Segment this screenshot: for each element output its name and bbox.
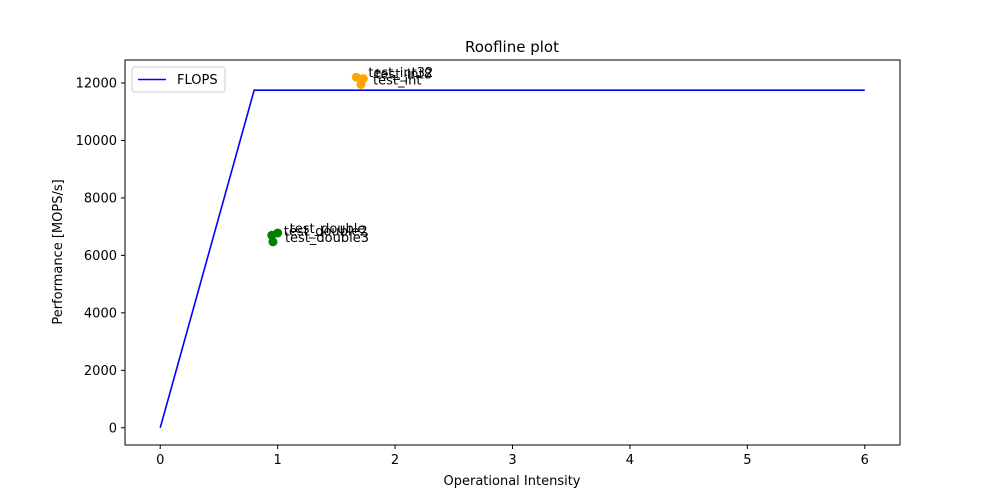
chart-title: Roofline plot: [465, 38, 559, 56]
data-point-label: test_double2: [284, 224, 368, 239]
x-tick-label: 5: [743, 453, 751, 468]
series-line-flops: [159, 89, 865, 428]
data-point-label: test_int: [373, 73, 421, 88]
data-point-label: test_int32: [368, 66, 433, 81]
y-tick-label: 8000: [84, 191, 117, 206]
y-tick-label: 10000: [76, 134, 117, 149]
data-point-label: test_double: [290, 222, 366, 237]
y-axis-title: Performance [MOPS/s]: [51, 179, 66, 324]
y-axis: 0 2000 4000 6000 8000 10000 12000: [76, 76, 125, 436]
y-tick-label: 6000: [84, 249, 117, 264]
y-tick-label: 2000: [84, 364, 117, 379]
x-tick-label: 2: [391, 453, 399, 468]
legend-label: FLOPS: [177, 73, 218, 88]
x-axis: 0 1 2 3 4 5 6: [156, 445, 869, 468]
data-point-test-int: [356, 79, 366, 89]
x-tick-label: 6: [861, 453, 869, 468]
x-tick-label: 4: [626, 453, 634, 468]
x-tick-label: 1: [274, 453, 282, 468]
data-point-label: test_int8: [375, 68, 432, 83]
y-tick-label: 0: [109, 421, 117, 436]
y-tick-label: 4000: [84, 306, 117, 321]
data-point-test-int32: [351, 72, 361, 82]
x-axis-title: Operational Intensity: [444, 474, 581, 489]
legend-box: [131, 66, 226, 93]
x-tick-label: 3: [508, 453, 516, 468]
data-point-test-double3: [268, 237, 278, 247]
x-tick-label: 0: [156, 453, 164, 468]
data-point-label: test_double3: [285, 231, 369, 246]
legend: FLOPS: [131, 66, 226, 93]
y-tick-label: 12000: [76, 76, 117, 91]
